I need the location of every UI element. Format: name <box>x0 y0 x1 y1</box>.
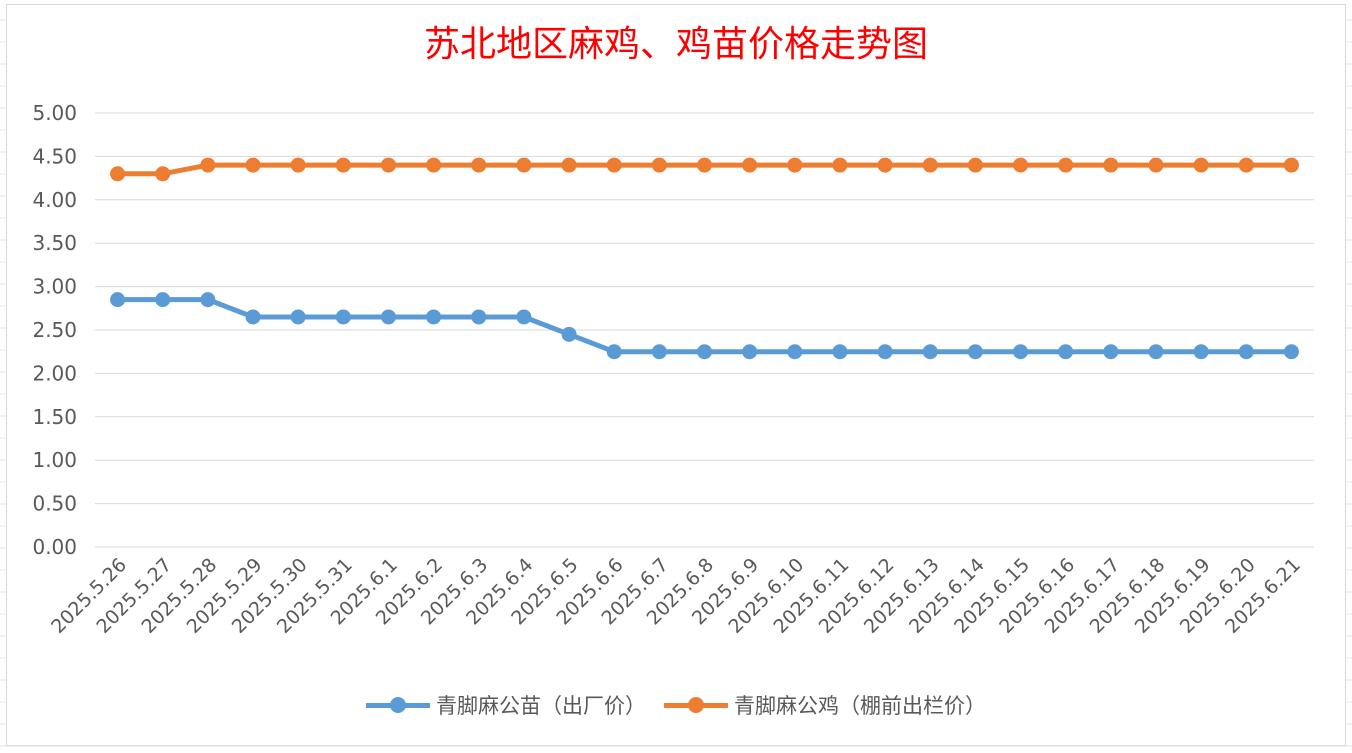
data-point <box>245 157 261 173</box>
data-point <box>967 344 983 360</box>
data-point <box>606 344 622 360</box>
data-point <box>877 344 893 360</box>
y-tick-label: 3.00 <box>32 275 77 299</box>
data-point <box>742 344 758 360</box>
y-tick-label: 2.00 <box>32 361 77 385</box>
data-point <box>651 344 667 360</box>
legend-label-rooster: 青脚麻公鸡（棚前出栏价） <box>734 694 986 718</box>
data-point <box>471 309 487 325</box>
data-point <box>787 157 803 173</box>
data-point <box>832 344 848 360</box>
y-tick-label: 0.50 <box>32 492 77 516</box>
chart-area[interactable] <box>6 4 1346 746</box>
data-point <box>335 157 351 173</box>
data-point <box>1283 157 1299 173</box>
data-point <box>1058 344 1074 360</box>
data-point <box>922 157 938 173</box>
legend-marker-seedling <box>366 695 430 715</box>
data-point <box>471 157 487 173</box>
data-point <box>110 166 126 182</box>
data-point <box>832 157 848 173</box>
data-point <box>1283 344 1299 360</box>
data-point <box>335 309 351 325</box>
data-point <box>516 157 532 173</box>
data-point <box>155 166 171 182</box>
data-point <box>787 344 803 360</box>
chart-title: 苏北地区麻鸡、鸡苗价格走势图 <box>423 24 928 65</box>
chart-legend: 青脚麻公苗（出厂价） 青脚麻公鸡（棚前出栏价） <box>0 690 1352 720</box>
data-point <box>561 157 577 173</box>
data-point <box>697 157 712 173</box>
y-tick-label: 0.00 <box>32 535 77 559</box>
legend-marker-rooster <box>664 695 728 715</box>
data-point <box>1238 344 1254 360</box>
legend-item-rooster: 青脚麻公鸡（棚前出栏价） <box>664 690 986 720</box>
y-tick-label: 2.50 <box>32 318 77 342</box>
data-point <box>1193 344 1209 360</box>
data-point <box>245 309 261 325</box>
data-point <box>922 344 938 360</box>
data-point <box>426 157 442 173</box>
data-point <box>110 292 126 308</box>
y-tick-label: 3.50 <box>32 231 77 255</box>
data-point <box>1103 157 1119 173</box>
data-point <box>967 157 983 173</box>
data-point <box>290 157 306 173</box>
data-point <box>290 309 306 325</box>
y-tick-label: 4.00 <box>32 188 77 212</box>
data-point <box>1148 157 1164 173</box>
data-point <box>606 157 622 173</box>
y-tick-label: 5.00 <box>32 101 77 125</box>
data-point <box>1013 157 1029 173</box>
data-point <box>1058 157 1074 173</box>
data-point <box>200 292 216 308</box>
data-point <box>742 157 758 173</box>
data-point <box>1148 344 1164 360</box>
data-point <box>426 309 442 325</box>
data-point <box>1193 157 1209 173</box>
data-point <box>561 326 577 342</box>
data-point <box>1238 157 1254 173</box>
data-point <box>516 309 532 325</box>
y-tick-label: 1.50 <box>32 405 77 429</box>
legend-label-seedling: 青脚麻公苗（出厂价） <box>436 694 646 718</box>
data-point <box>1103 344 1119 360</box>
data-point <box>1013 344 1029 360</box>
data-point <box>877 157 893 173</box>
series-line-0 <box>115 297 1294 355</box>
data-point <box>380 157 396 173</box>
data-point <box>697 344 712 360</box>
data-point <box>155 292 171 308</box>
data-point <box>380 309 396 325</box>
legend-item-seedling: 青脚麻公苗（出厂价） <box>366 690 646 720</box>
y-tick-label: 4.50 <box>32 144 77 168</box>
data-point <box>200 157 216 173</box>
data-point <box>651 157 667 173</box>
y-tick-label: 1.00 <box>32 448 77 472</box>
